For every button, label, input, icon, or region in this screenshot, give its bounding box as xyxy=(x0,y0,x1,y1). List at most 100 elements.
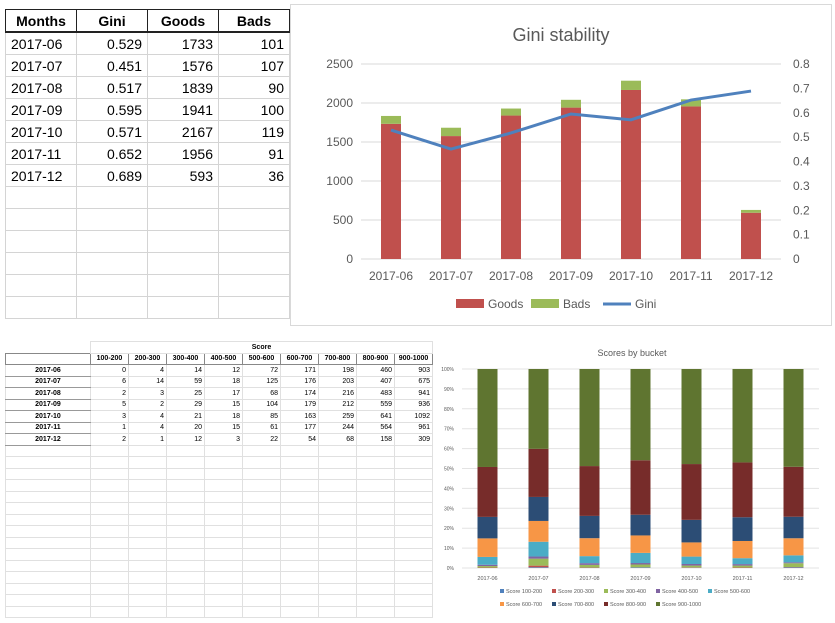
empty-cell[interactable] xyxy=(167,526,205,538)
empty-cell[interactable] xyxy=(243,514,281,526)
table-cell[interactable]: 212 xyxy=(319,399,357,411)
table-cell[interactable]: 198 xyxy=(319,365,357,377)
table-cell[interactable]: 3 xyxy=(205,434,243,446)
table-cell[interactable]: 163 xyxy=(281,411,319,423)
empty-cell[interactable] xyxy=(243,583,281,595)
table-cell[interactable]: 54 xyxy=(281,434,319,446)
empty-cell[interactable] xyxy=(167,503,205,515)
empty-cell[interactable] xyxy=(129,537,167,549)
table-cell[interactable]: 0.529 xyxy=(77,32,148,55)
empty-cell[interactable] xyxy=(205,457,243,469)
table-cell[interactable]: 0.571 xyxy=(77,121,148,143)
bucket-header[interactable]: 200-300 xyxy=(129,353,167,365)
empty-cell[interactable] xyxy=(219,297,290,319)
empty-cell[interactable] xyxy=(243,606,281,618)
empty-cell[interactable] xyxy=(319,480,357,492)
empty-cell[interactable] xyxy=(129,468,167,480)
empty-cell[interactable] xyxy=(281,514,319,526)
empty-cell[interactable] xyxy=(319,468,357,480)
table-cell[interactable]: 641 xyxy=(357,411,395,423)
empty-cell[interactable] xyxy=(167,457,205,469)
bucket-header[interactable]: 100-200 xyxy=(91,353,129,365)
month-cell[interactable]: 2017-11 xyxy=(6,422,91,434)
empty-cell[interactable] xyxy=(243,445,281,457)
table-cell[interactable]: 5 xyxy=(91,399,129,411)
table-cell[interactable]: 29 xyxy=(167,399,205,411)
table-cell[interactable]: 4 xyxy=(129,365,167,377)
empty-cell[interactable] xyxy=(243,526,281,538)
table-cell[interactable]: 2017-11 xyxy=(6,143,77,165)
table-cell[interactable]: 6 xyxy=(91,376,129,388)
bucket-header[interactable]: 900-1000 xyxy=(395,353,433,365)
empty-cell[interactable] xyxy=(243,572,281,584)
empty-cell[interactable] xyxy=(205,468,243,480)
empty-cell[interactable] xyxy=(319,445,357,457)
empty-cell[interactable] xyxy=(395,537,433,549)
empty-cell[interactable] xyxy=(281,480,319,492)
empty-cell[interactable] xyxy=(357,503,395,515)
table-cell[interactable]: 203 xyxy=(319,376,357,388)
empty-cell[interactable] xyxy=(357,445,395,457)
empty-cell[interactable] xyxy=(6,253,77,275)
empty-cell[interactable] xyxy=(91,445,129,457)
empty-cell[interactable] xyxy=(77,209,148,231)
empty-cell[interactable] xyxy=(395,572,433,584)
table-cell[interactable]: 0.652 xyxy=(77,143,148,165)
table-cell[interactable]: 483 xyxy=(357,388,395,400)
empty-cell[interactable] xyxy=(319,549,357,561)
table-cell[interactable]: 2017-12 xyxy=(6,165,77,187)
empty-cell[interactable] xyxy=(281,572,319,584)
table-cell[interactable]: 68 xyxy=(319,434,357,446)
empty-cell[interactable] xyxy=(281,491,319,503)
empty-cell[interactable] xyxy=(167,606,205,618)
table-cell[interactable]: 176 xyxy=(281,376,319,388)
empty-cell[interactable] xyxy=(77,297,148,319)
empty-cell[interactable] xyxy=(205,572,243,584)
empty-cell[interactable] xyxy=(281,595,319,607)
table-cell[interactable]: 2017-10 xyxy=(6,121,77,143)
empty-cell[interactable] xyxy=(395,445,433,457)
empty-cell[interactable] xyxy=(281,537,319,549)
bucket-header[interactable]: 300-400 xyxy=(167,353,205,365)
empty-cell[interactable] xyxy=(357,549,395,561)
table-cell[interactable]: 903 xyxy=(395,365,433,377)
table-cell[interactable]: 125 xyxy=(243,376,281,388)
empty-cell[interactable] xyxy=(91,595,129,607)
table-cell[interactable]: 675 xyxy=(395,376,433,388)
empty-cell[interactable] xyxy=(167,491,205,503)
bucket-header[interactable]: 700-800 xyxy=(319,353,357,365)
empty-cell[interactable] xyxy=(91,457,129,469)
empty-cell[interactable] xyxy=(91,468,129,480)
table-cell[interactable]: 1 xyxy=(129,434,167,446)
bucket-header[interactable]: 400-500 xyxy=(205,353,243,365)
empty-cell[interactable] xyxy=(281,606,319,618)
empty-cell[interactable] xyxy=(357,572,395,584)
table-cell[interactable]: 179 xyxy=(281,399,319,411)
empty-cell[interactable] xyxy=(395,491,433,503)
table-cell[interactable]: 559 xyxy=(357,399,395,411)
table-cell[interactable]: 25 xyxy=(167,388,205,400)
header-cell[interactable]: Goods xyxy=(148,10,219,33)
table-cell[interactable]: 59 xyxy=(167,376,205,388)
empty-cell[interactable] xyxy=(129,572,167,584)
empty-cell[interactable] xyxy=(91,606,129,618)
table-cell[interactable]: 104 xyxy=(243,399,281,411)
empty-cell[interactable] xyxy=(281,468,319,480)
table-cell[interactable]: 20 xyxy=(167,422,205,434)
table-cell[interactable]: 460 xyxy=(357,365,395,377)
header-cell[interactable]: Gini xyxy=(77,10,148,33)
empty-cell[interactable] xyxy=(129,606,167,618)
empty-cell[interactable] xyxy=(357,457,395,469)
empty-cell[interactable] xyxy=(357,526,395,538)
empty-cell[interactable] xyxy=(395,560,433,572)
empty-cell[interactable] xyxy=(205,480,243,492)
table-cell[interactable]: 407 xyxy=(357,376,395,388)
header-cell[interactable]: Months xyxy=(6,10,77,33)
empty-cell[interactable] xyxy=(281,445,319,457)
empty-cell[interactable] xyxy=(129,503,167,515)
table-cell[interactable]: 564 xyxy=(357,422,395,434)
empty-cell[interactable] xyxy=(91,514,129,526)
table-cell[interactable]: 22 xyxy=(243,434,281,446)
empty-cell[interactable] xyxy=(205,549,243,561)
table-cell[interactable]: 216 xyxy=(319,388,357,400)
